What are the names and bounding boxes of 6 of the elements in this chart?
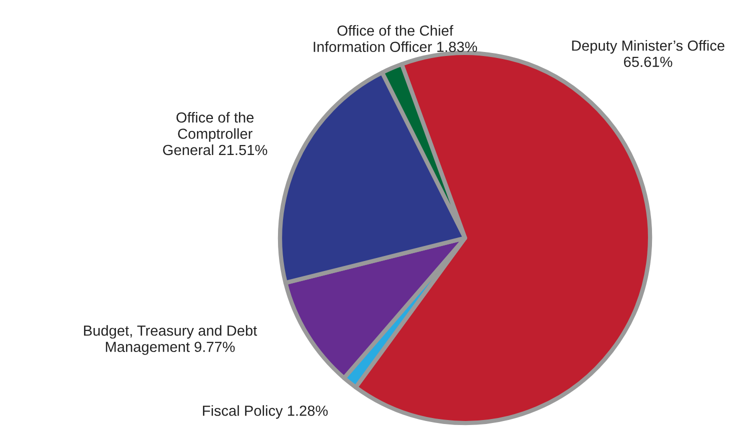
slice-label: Office of the Chief Information Officer 1.83%	[314, 25, 478, 52]
slice-label: Office of the Comptroller General 21.51%	[163, 112, 268, 156]
data-label: 65.61%	[624, 56, 672, 68]
slice-label: Fiscal Policy 1.28%	[202, 405, 328, 419]
slice-label: Budget, Treasury and Debt Management 9.77%	[84, 325, 258, 355]
slice-label: Deputy Minister’s Office	[572, 40, 724, 54]
